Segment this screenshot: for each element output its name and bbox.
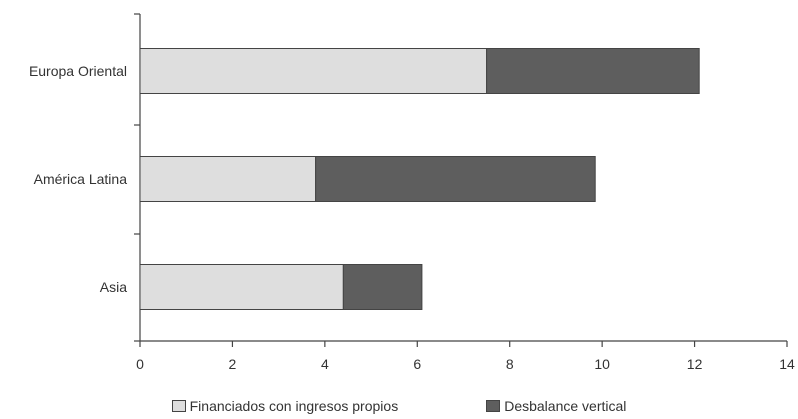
labels: 0 2 4 6 8 10 12 14 Europa Oriental América Latina… — [29, 63, 795, 372]
bar-segment-vertical-imbalance — [486, 48, 700, 94]
x-tick-label: 2 — [229, 356, 237, 372]
bars — [139, 48, 700, 310]
legend-swatch-own-revenue — [171, 400, 186, 412]
category-label: Asia — [100, 279, 127, 295]
bar-segment-own-revenue — [139, 264, 344, 310]
bar-segment-vertical-imbalance — [342, 264, 423, 310]
legend-item-vertical-imbalance: Desbalance vertical — [486, 396, 626, 416]
legend-swatch-vertical-imbalance — [486, 400, 501, 412]
category-label: América Latina — [34, 171, 128, 187]
x-tick-label: 14 — [779, 356, 795, 372]
legend: Financiados con ingresos propios Desbala… — [0, 396, 798, 416]
legend-label-vertical-imbalance: Desbalance vertical — [504, 398, 627, 414]
legend-label-own-revenue: Financiados con ingresos propios — [189, 398, 399, 414]
x-tick-label: 12 — [687, 356, 703, 372]
legend-item-own-revenue: Financiados con ingresos propios — [171, 396, 399, 416]
x-tick-label: 10 — [594, 356, 610, 372]
x-tick-label: 4 — [321, 356, 329, 372]
bar-segment-own-revenue — [139, 48, 488, 94]
x-tick-label: 0 — [136, 356, 144, 372]
x-tick-label: 6 — [413, 356, 421, 372]
bar-segment-vertical-imbalance — [315, 156, 596, 202]
category-label: Europa Oriental — [29, 63, 127, 79]
x-tick-label: 8 — [506, 356, 514, 372]
bar-segment-own-revenue — [139, 156, 317, 202]
